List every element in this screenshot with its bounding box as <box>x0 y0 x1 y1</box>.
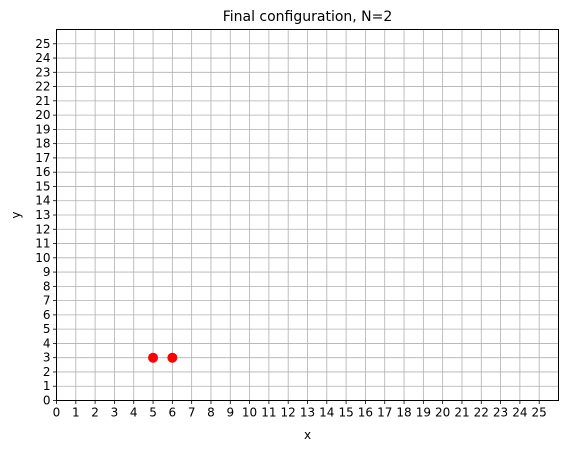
y-tick-label: 6 <box>43 308 51 322</box>
y-tick-label: 14 <box>35 194 50 208</box>
x-tick-label: 25 <box>532 406 547 420</box>
y-axis-label: y <box>9 211 23 218</box>
x-tick-label: 14 <box>319 406 334 420</box>
x-tick-label: 9 <box>226 406 234 420</box>
x-tick-label: 24 <box>512 406 527 420</box>
y-tick-label: 10 <box>35 251 50 265</box>
x-tick-label: 7 <box>188 406 196 420</box>
y-tick-label: 9 <box>43 265 51 279</box>
x-tick-label: 11 <box>261 406 276 420</box>
y-tick-label: 7 <box>43 294 51 308</box>
y-tick-label: 13 <box>35 208 50 222</box>
y-tick-label: 4 <box>43 336 51 350</box>
y-axis-ticks: 0123456789101112131415161718192021222324… <box>35 37 57 408</box>
x-tick-label: 23 <box>493 406 508 420</box>
y-tick-label: 21 <box>35 94 50 108</box>
data-point <box>148 352 159 363</box>
y-tick-label: 19 <box>35 122 50 136</box>
y-tick-label: 24 <box>35 51 50 65</box>
x-tick-label: 12 <box>281 406 296 420</box>
x-tick-label: 8 <box>207 406 215 420</box>
y-tick-label: 15 <box>35 179 50 193</box>
y-tick-label: 11 <box>35 237 50 251</box>
y-tick-label: 1 <box>43 379 51 393</box>
x-tick-label: 16 <box>358 406 373 420</box>
x-tick-label: 1 <box>72 406 80 420</box>
y-tick-label: 23 <box>35 65 50 79</box>
x-tick-label: 3 <box>111 406 119 420</box>
x-tick-label: 18 <box>396 406 411 420</box>
y-tick-label: 8 <box>43 279 51 293</box>
grid <box>56 29 559 401</box>
x-tick-label: 5 <box>149 406 157 420</box>
x-tick-label: 0 <box>53 406 61 420</box>
x-tick-label: 17 <box>377 406 392 420</box>
chart-title: Final configuration, N=2 <box>223 9 393 25</box>
x-tick-label: 4 <box>130 406 138 420</box>
x-tick-label: 10 <box>242 406 257 420</box>
y-tick-label: 18 <box>35 137 50 151</box>
x-tick-label: 15 <box>338 406 353 420</box>
x-tick-label: 13 <box>300 406 315 420</box>
y-tick-label: 17 <box>35 151 50 165</box>
data-points <box>148 352 178 363</box>
y-tick-label: 12 <box>35 222 50 236</box>
y-tick-label: 2 <box>43 365 51 379</box>
y-tick-label: 0 <box>43 394 51 408</box>
x-tick-label: 21 <box>454 406 469 420</box>
y-tick-label: 20 <box>35 108 50 122</box>
y-tick-label: 25 <box>35 37 50 51</box>
x-tick-label: 2 <box>91 406 99 420</box>
x-tick-label: 19 <box>416 406 431 420</box>
x-axis-ticks: 0 1 2 3 4 5 6 7 8 9 10 11 12 13 14 15 16 17 18 19 20 21 22 23 24… <box>53 400 547 420</box>
x-axis-label: x <box>304 428 311 442</box>
y-tick-label: 3 <box>43 351 51 365</box>
x-tick-label: 6 <box>169 406 177 420</box>
y-tick-label: 22 <box>35 80 50 94</box>
data-point <box>167 352 178 363</box>
y-tick-label: 5 <box>43 322 51 336</box>
x-tick-label: 22 <box>474 406 489 420</box>
y-tick-label: 16 <box>35 165 50 179</box>
x-tick-label: 20 <box>435 406 450 420</box>
